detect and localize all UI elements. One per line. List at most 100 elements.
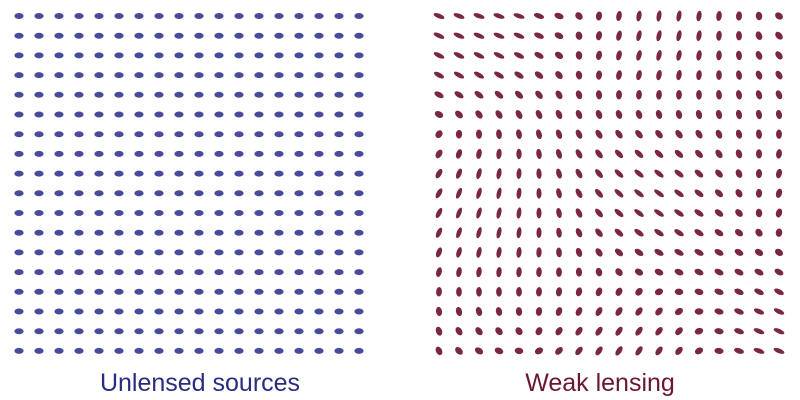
lensed-source-ellipse xyxy=(735,109,743,120)
lensed-source-ellipse xyxy=(676,89,682,100)
source-ellipse xyxy=(234,229,244,236)
lensed-source-ellipse xyxy=(434,91,444,99)
source-ellipse xyxy=(134,131,144,138)
lensed-source-ellipse xyxy=(474,91,484,99)
source-ellipse xyxy=(94,269,104,276)
source-ellipse xyxy=(114,72,124,79)
source-ellipse xyxy=(354,328,364,335)
source-ellipse xyxy=(94,288,104,295)
lensed-source-ellipse xyxy=(716,90,722,100)
lensed-source-ellipse xyxy=(676,50,682,61)
lensed-source-ellipse xyxy=(456,227,462,239)
lensed-source-ellipse xyxy=(615,110,623,119)
source-ellipse xyxy=(274,91,284,98)
lensed-source-ellipse xyxy=(595,169,603,178)
source-ellipse xyxy=(14,308,24,315)
source-ellipse xyxy=(114,52,124,59)
source-ellipse xyxy=(134,190,144,197)
lensed-source-ellipse xyxy=(516,207,522,219)
lensed-source-ellipse xyxy=(456,247,462,258)
lensed-source-ellipse xyxy=(536,207,542,219)
source-ellipse xyxy=(294,52,304,59)
source-ellipse xyxy=(114,91,124,98)
source-ellipse xyxy=(114,269,124,276)
source-ellipse xyxy=(274,328,284,335)
source-ellipse xyxy=(254,229,264,236)
lensed-source-ellipse xyxy=(635,307,643,316)
lensed-source-ellipse xyxy=(634,189,644,198)
lensed-source-ellipse xyxy=(636,90,642,100)
source-ellipse xyxy=(214,308,224,315)
lensed-source-ellipse xyxy=(435,207,443,219)
lensed-source-ellipse xyxy=(455,129,463,139)
source-ellipse xyxy=(294,32,304,39)
source-ellipse xyxy=(154,229,164,236)
source-ellipse xyxy=(254,72,264,79)
source-ellipse xyxy=(214,72,224,79)
source-ellipse xyxy=(154,72,164,79)
lensed-source-ellipse xyxy=(496,286,502,297)
lensed-source-ellipse xyxy=(496,227,502,239)
lensed-source-ellipse xyxy=(674,169,684,178)
source-ellipse xyxy=(154,308,164,315)
source-ellipse xyxy=(94,190,104,197)
source-ellipse xyxy=(254,308,264,315)
source-ellipse xyxy=(234,249,244,256)
source-ellipse xyxy=(354,32,364,39)
source-ellipse xyxy=(214,269,224,276)
source-ellipse xyxy=(94,91,104,98)
source-ellipse xyxy=(194,288,204,295)
lensed-source-ellipse xyxy=(656,69,662,81)
lensed-source-ellipse xyxy=(694,229,704,237)
lensed-source-ellipse xyxy=(496,207,502,219)
source-ellipse xyxy=(274,249,284,256)
lensed-source-ellipse xyxy=(455,327,463,336)
source-ellipse xyxy=(234,328,244,335)
source-ellipse xyxy=(234,32,244,39)
source-ellipse xyxy=(94,210,104,216)
lensed-source-ellipse xyxy=(515,110,523,119)
lensed-source-ellipse xyxy=(473,52,485,59)
lensed-source-ellipse xyxy=(715,149,723,159)
lensed-source-ellipse xyxy=(433,71,445,79)
lensed-source-ellipse xyxy=(595,90,603,100)
source-ellipse xyxy=(314,190,324,197)
lensed-source-ellipse xyxy=(655,346,663,356)
lensed-source-ellipse xyxy=(473,13,485,19)
lensed-source-ellipse xyxy=(655,110,663,119)
lensed-source-ellipse xyxy=(753,347,765,354)
source-ellipse xyxy=(114,111,124,118)
source-ellipse xyxy=(74,150,84,157)
source-ellipse xyxy=(274,32,284,39)
lensed-source-ellipse xyxy=(456,287,462,297)
lensed-source-ellipse xyxy=(634,209,644,217)
source-ellipse xyxy=(274,308,284,315)
source-ellipse xyxy=(14,52,24,59)
lensed-source-ellipse xyxy=(454,91,464,99)
source-ellipse xyxy=(54,210,64,216)
lensed-source-ellipse xyxy=(496,129,502,139)
lensed-source-ellipse xyxy=(493,52,505,59)
source-ellipse xyxy=(94,328,104,335)
lensed-source-ellipse xyxy=(616,50,622,61)
lensed-source-ellipse xyxy=(695,149,703,158)
lensed-source-ellipse xyxy=(735,189,743,198)
source-ellipse xyxy=(34,170,44,177)
source-ellipse xyxy=(334,288,344,295)
lensed-source-ellipse xyxy=(614,228,624,237)
lensed-source-ellipse xyxy=(575,168,583,179)
lensed-source-ellipse xyxy=(435,188,443,199)
lensed-source-ellipse xyxy=(696,30,702,41)
lensed-source-ellipse xyxy=(734,347,744,354)
source-ellipse xyxy=(274,288,284,295)
source-ellipse xyxy=(234,190,244,197)
source-ellipse xyxy=(154,288,164,295)
source-ellipse xyxy=(314,249,324,256)
lensed-source-ellipse xyxy=(655,130,663,139)
source-ellipse xyxy=(234,347,244,354)
lensed-source-ellipse xyxy=(516,287,522,297)
source-ellipse xyxy=(214,111,224,118)
source-ellipse xyxy=(174,13,184,19)
lensed-source-ellipse xyxy=(656,50,662,61)
source-ellipse xyxy=(294,269,304,276)
